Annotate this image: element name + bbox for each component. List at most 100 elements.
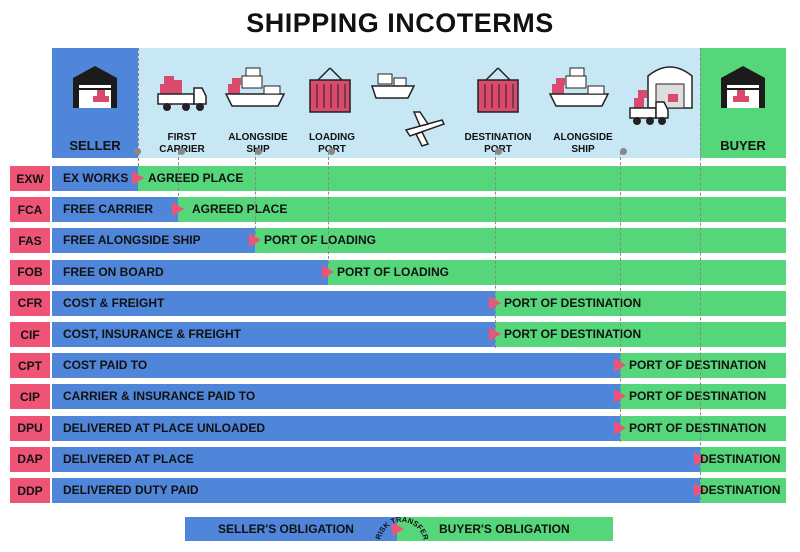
buyer-obligation-bar [495, 322, 786, 347]
incoterm-abbr: DDP [10, 478, 50, 503]
buyer-obligation-bar [495, 290, 786, 316]
incoterm-name: COST & FREIGHT [63, 295, 165, 310]
incoterm-row-fca: FCA FREE CARRIER AGREED PLACE [10, 197, 786, 223]
stage-divider [178, 152, 179, 196]
buyer-column: BUYER [700, 48, 786, 158]
incoterm-destination: AGREED PLACE [148, 171, 244, 185]
incoterm-destination: PORT OF DESTINATION [629, 420, 767, 435]
incoterm-abbr: CIP [10, 384, 50, 410]
stage-divider [138, 48, 139, 166]
buyer-obligation-bar [620, 415, 786, 441]
seller-obligation-bar [52, 322, 495, 347]
buyer-obligation-bar [255, 228, 786, 254]
cargo-ship-icon [224, 67, 286, 107]
seller-obligation-bar [52, 166, 138, 191]
incoterm-destination: DESTINATION [700, 483, 781, 497]
seller-obligation-bar [52, 478, 700, 503]
svg-text:RISK TRANSFER: RISK TRANSFER [374, 515, 431, 542]
incoterm-row-cfr: CFR COST & FREIGHT PORT OF DESTINATION [10, 290, 786, 316]
seller-obligation-bar [52, 228, 255, 254]
incoterm-name: FREE ALONGSIDE SHIP [63, 233, 201, 248]
incoterm-name: EX WORKS [63, 171, 129, 185]
incoterm-destination: DESTINATION [700, 451, 781, 466]
incoterm-row-exw: EXW EX WORKS AGREED PLACE [10, 166, 786, 191]
incoterm-abbr: DPU [10, 415, 50, 441]
container-icon [477, 67, 519, 113]
buyer-obligation-bar [620, 353, 786, 379]
incoterm-name: FREE ON BOARD [63, 264, 164, 279]
legend-seller-obligation: SELLER'S OBLIGATION [185, 517, 397, 541]
incoterm-abbr: FOB [10, 259, 50, 285]
incoterm-destination: PORT OF DESTINATION [629, 358, 767, 373]
seller-obligation-bar [52, 290, 495, 316]
buyer-column-label: BUYER [720, 138, 766, 153]
seller-obligation-bar [52, 353, 620, 379]
incoterm-row-dap: DAP DELIVERED AT PLACE DESTINATION [10, 446, 786, 472]
incoterm-abbr: FAS [10, 228, 50, 254]
incoterm-row-ddp: DDP DELIVERED DUTY PAID DESTINATION [10, 478, 786, 503]
incoterm-destination: AGREED PLACE [192, 202, 288, 217]
stage-dot [255, 148, 262, 155]
incoterm-abbr: CIF [10, 322, 50, 347]
incoterm-destination: PORT OF DESTINATION [504, 327, 642, 341]
incoterm-destination: PORT OF LOADING [337, 264, 449, 279]
incoterm-name: DELIVERED AT PLACE [63, 451, 194, 466]
legend-buyer-obligation: BUYER'S OBLIGATION [397, 517, 613, 541]
stage-divider [700, 48, 701, 500]
incoterm-abbr: EXW [10, 166, 50, 191]
incoterm-destination: PORT OF DESTINATION [504, 295, 642, 310]
stage-dot [620, 148, 627, 155]
buyer-obligation-bar [700, 478, 786, 503]
buyer-obligation-bar [138, 166, 786, 191]
warehouse-icon [73, 66, 117, 108]
incoterm-abbr: CPT [10, 353, 50, 379]
page-title: SHIPPING INCOTERMS [246, 8, 554, 38]
incoterm-name: DELIVERED AT PLACE UNLOADED [63, 420, 266, 435]
incoterm-row-fob: FOB FREE ON BOARD PORT OF LOADING [10, 259, 786, 285]
seller-column-label: SELLER [69, 138, 121, 153]
incoterm-abbr: CFR [10, 290, 50, 316]
incoterm-name: COST, INSURANCE & FREIGHT [63, 327, 242, 341]
risk-transfer-arrow [249, 233, 261, 248]
incoterm-row-dpu: DPU DELIVERED AT PLACE UNLOADED PORT OF DE… [10, 415, 786, 441]
incoterm-row-cif: CIF COST, INSURANCE & FREIGHT PORT OF DEST… [10, 322, 786, 347]
risk-transfer-arrow [322, 264, 334, 279]
legend-buyer-label: BUYER'S OBLIGATION [439, 522, 570, 536]
risk-transfer-arrow [172, 202, 184, 217]
stage-divider [495, 152, 496, 348]
stage-divider [255, 152, 256, 234]
warehouse-icon [721, 66, 765, 108]
incoterm-destination: PORT OF DESTINATION [629, 389, 767, 404]
stage-dot [178, 148, 185, 155]
incoterm-abbr: DAP [10, 446, 50, 472]
legend-seller-label: SELLER'S OBLIGATION [218, 522, 354, 536]
transport-stages-band: FIRST CARRIER ALONGSIDE SHIP LOADING POR… [134, 48, 700, 158]
seller-obligation-bar [52, 415, 620, 441]
stage-dot [495, 148, 502, 155]
incoterm-destination: PORT OF LOADING [264, 233, 376, 248]
incoterm-name: CARRIER & INSURANCE PAID TO [63, 389, 256, 404]
incoterm-name: DELIVERED DUTY PAID [63, 483, 199, 497]
incoterm-row-cip: CIP CARRIER & INSURANCE PAID TO PORT OF DE… [10, 384, 786, 410]
seller-obligation-bar [52, 259, 328, 285]
cargo-ship-icon [370, 73, 416, 99]
cargo-ship-icon [548, 67, 610, 107]
seller-obligation-bar [52, 446, 700, 472]
airplane-icon [404, 111, 446, 147]
seller-obligation-bar [52, 197, 178, 223]
incoterm-row-fas: FAS FREE ALONGSIDE SHIP PORT OF LOADING [10, 228, 786, 254]
risk-transfer-arrow [132, 171, 144, 185]
seller-column: SELLER [52, 48, 138, 158]
incoterm-name: FREE CARRIER [63, 202, 154, 217]
truck-icon [157, 76, 207, 111]
buyer-obligation-bar [328, 259, 786, 285]
stage-divider [328, 152, 329, 264]
delivery-truck-icon [629, 66, 693, 125]
stage-divider [620, 152, 621, 442]
risk-transfer-label: RISK TRANSFER [374, 515, 431, 542]
buyer-obligation-bar [178, 197, 786, 223]
buyer-obligation-bar [700, 446, 786, 472]
stage-dot [328, 148, 335, 155]
seller-obligation-bar [52, 384, 620, 410]
incoterm-abbr: FCA [10, 197, 50, 223]
